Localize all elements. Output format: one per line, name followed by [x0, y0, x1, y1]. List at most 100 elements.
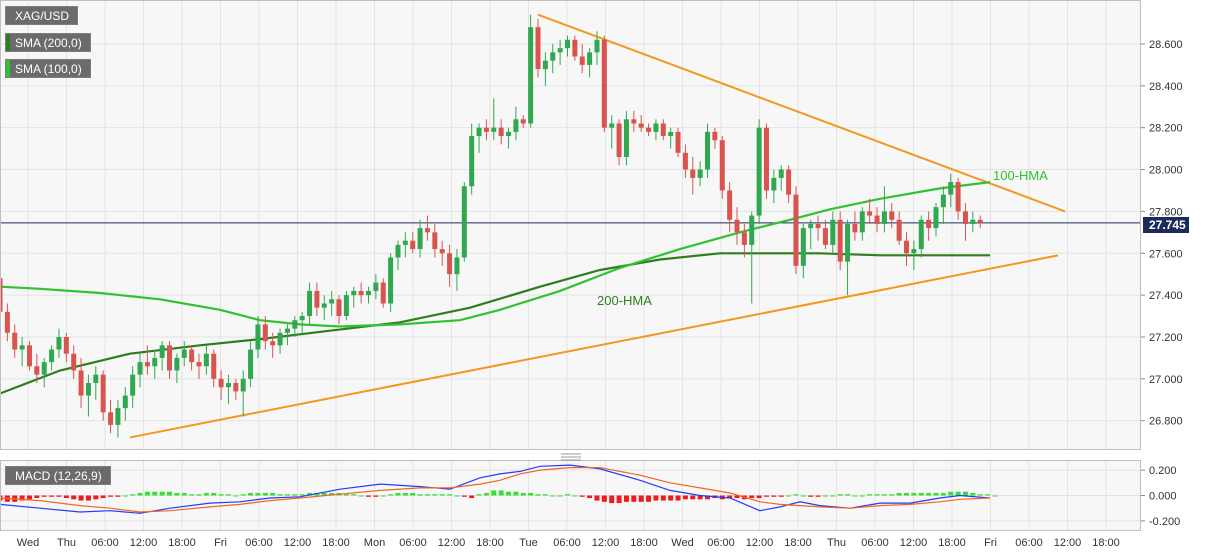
candle-body: [424, 228, 430, 233]
macd-histogram-bar: [609, 495, 615, 504]
candle-body: [314, 290, 320, 308]
candle-body: [373, 282, 379, 291]
candle-body: [56, 336, 62, 350]
macd-histogram-bar: [292, 494, 298, 496]
macd-histogram-bar: [218, 494, 224, 496]
legend-symbol-label: XAG/USD: [15, 9, 70, 23]
candle-body: [447, 253, 453, 275]
macd-histogram-bar: [225, 494, 231, 496]
macd-histogram-bar: [424, 494, 430, 496]
candle-body: [41, 362, 47, 375]
macd-histogram-bar: [314, 492, 320, 496]
macd-histogram-bar: [41, 495, 47, 497]
candle-body: [940, 194, 946, 208]
y-tick-label: 27.000: [1149, 374, 1183, 386]
macd-histogram-bar: [447, 494, 453, 496]
macd-histogram-bar: [911, 492, 917, 496]
candle-body: [542, 60, 548, 70]
x-tick-label: 18:00: [1092, 537, 1120, 549]
macd-histogram-bar: [262, 492, 268, 496]
candle-body: [49, 349, 55, 363]
legend-macd[interactable]: MACD (12,26,9): [5, 466, 111, 485]
legend-sma200[interactable]: SMA (200,0): [5, 33, 91, 52]
macd-histogram-bar: [167, 491, 173, 496]
candle-body: [896, 219, 902, 241]
x-tick-label: 06:00: [399, 537, 427, 549]
macd-histogram-bar: [410, 492, 416, 496]
candle-body: [255, 324, 261, 350]
candle-body: [469, 136, 475, 187]
candle-body: [174, 357, 180, 371]
candle-body: [454, 257, 460, 275]
candle-body: [203, 353, 209, 367]
legend-swatch-macd: [6, 467, 10, 484]
macd-histogram-bar: [233, 495, 239, 497]
candle-body: [616, 123, 622, 157]
y-tick-label: 28.400: [1149, 81, 1183, 93]
x-tick-label: 18:00: [630, 537, 658, 549]
macd-histogram-bar: [402, 492, 408, 496]
candle-body: [734, 219, 740, 233]
macd-histogram-bar: [705, 495, 711, 500]
trendlines: [0, 13, 1141, 439]
macd-histogram-bar: [108, 495, 114, 497]
candle-body: [513, 119, 519, 132]
macd-histogram-bar: [240, 494, 246, 496]
macd-histogram-bar: [461, 495, 467, 497]
macd-histogram-bar: [690, 495, 696, 500]
macd-histogram-bar: [152, 491, 158, 496]
y-tick-label: 26.800: [1149, 416, 1183, 428]
candle-body: [115, 408, 121, 425]
macd-histogram-bar: [852, 495, 858, 497]
x-tick-label: 18:00: [322, 537, 350, 549]
x-tick-label: 12:00: [900, 537, 928, 549]
legend-swatch-sma100: [6, 60, 10, 77]
macd-histogram-bar: [388, 494, 394, 496]
macd-histogram-bar: [579, 495, 585, 497]
candle-body: [977, 219, 983, 223]
macd-histogram-bar: [476, 494, 482, 496]
candle-body: [137, 362, 143, 375]
macd-histogram-bar: [395, 492, 401, 496]
macd-histogram-bar: [653, 495, 659, 501]
candle-body: [741, 232, 747, 245]
candle-body: [690, 169, 696, 178]
macd-histogram-bar: [948, 491, 954, 496]
legend-sma100[interactable]: SMA (100,0): [5, 59, 91, 78]
macd-histogram-bar: [660, 495, 666, 501]
macd-y-tick-label: 0.000: [1149, 491, 1177, 503]
candle-body: [218, 378, 224, 388]
candle-body: [248, 349, 254, 379]
macd-histogram-bar: [49, 495, 55, 497]
candle-body: [4, 311, 10, 333]
candle-body: [638, 123, 644, 128]
macd-histogram-bar: [19, 495, 25, 501]
candle-body: [196, 362, 202, 367]
x-tick-label: Thu: [57, 537, 76, 549]
macd-histogram-bar: [380, 495, 386, 497]
candle-body: [970, 219, 976, 224]
macd-histogram-bar: [498, 490, 504, 496]
macd-y-tick-label: 0.200: [1149, 465, 1177, 477]
macd-histogram-bar: [56, 495, 62, 497]
macd-line: [0, 464, 991, 514]
macd-histogram-bar: [284, 494, 290, 496]
macd-histogram-bar: [203, 492, 209, 496]
macd-histogram-bar: [675, 495, 681, 501]
legend-symbol[interactable]: XAG/USD: [5, 6, 79, 25]
macd-histogram-bar: [321, 492, 327, 496]
macd-histogram-bar: [122, 495, 128, 497]
candle-body: [756, 127, 762, 216]
candle-body: [874, 215, 880, 224]
y-tick-label: 27.400: [1149, 290, 1183, 302]
candle-body: [19, 345, 25, 350]
candle-body: [557, 48, 563, 53]
macd-histogram-bar: [26, 495, 32, 500]
legend-sma100-label: SMA (100,0): [15, 62, 82, 76]
macd-histogram-bar: [343, 494, 349, 496]
macd-histogram-bar: [970, 492, 976, 496]
macd-histogram-bar: [491, 490, 497, 496]
candle-body: [572, 39, 578, 57]
x-tick-label: Wed: [17, 537, 39, 549]
macd-histogram-bar: [454, 495, 460, 497]
